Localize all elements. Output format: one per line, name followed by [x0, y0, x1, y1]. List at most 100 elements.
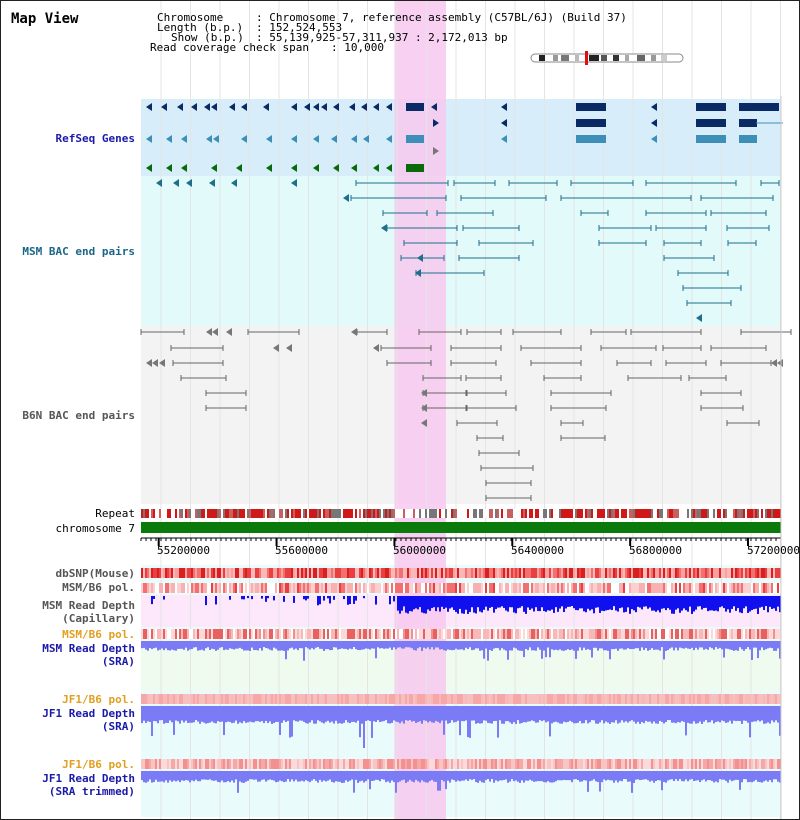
- jf1-trim-depth-bar: [763, 771, 765, 782]
- jf1-pol2-cell: [655, 759, 657, 769]
- msm-cap-depth-bar: [529, 596, 531, 610]
- msm-sra-depth-bar: [637, 641, 639, 649]
- msm-pol-cell: [311, 583, 313, 593]
- msm-sra-depth-bar: [483, 641, 485, 659]
- msm-sra-depth-bar: [211, 641, 213, 649]
- jf1-trim-depth-bar: [747, 771, 749, 783]
- repeat-segment: [513, 509, 515, 518]
- msm-cap-depth-bar: [305, 596, 307, 601]
- dbsnp-cell: [609, 568, 611, 578]
- msm-sra-depth-bar: [679, 641, 681, 648]
- jf1-pol-cell: [719, 694, 721, 704]
- msm-sra-depth-bar: [203, 641, 205, 651]
- jf1-sra-depth-bar: [707, 706, 709, 723]
- jf1-pol-cell: [559, 694, 561, 704]
- jf1-trim-depth-bar: [175, 771, 177, 782]
- page-title: Map View: [11, 11, 79, 27]
- jf1-pol-cell: [143, 694, 145, 704]
- msm-cap-depth-bar: [765, 596, 767, 607]
- dbsnp-cell: [775, 568, 777, 578]
- msm-sra-depth-bar: [429, 641, 431, 650]
- repeat-segment: [735, 509, 737, 518]
- track-label-msm-b6-pol-1[interactable]: MSM/B6 pol.: [62, 581, 135, 594]
- msm-sra-depth-bar: [341, 641, 343, 649]
- dbsnp-cell: [673, 568, 675, 578]
- msm-cap-depth-bar: [515, 596, 517, 614]
- track-label-refseq-genes[interactable]: RefSeq Genes: [55, 132, 135, 145]
- track-label-dbsnp[interactable]: dbSNP(Mouse): [55, 567, 135, 580]
- track-label-msm-b6-pol-2[interactable]: MSM/B6 pol.: [62, 628, 135, 641]
- msm-cap-depth-bar: [407, 596, 409, 614]
- jf1-sra-depth-bar: [333, 706, 335, 724]
- msm-cap-depth-bar: [265, 596, 267, 602]
- track-label-msm-read-depth-sra[interactable]: MSM Read Depth: [42, 642, 135, 655]
- dbsnp-cell: [345, 568, 347, 578]
- msm-pol2-cell: [241, 629, 243, 639]
- repeat-segment: [403, 509, 405, 518]
- gene-arrow: [313, 103, 319, 111]
- jf1-pol2-cell: [409, 759, 411, 769]
- jf1-trim-depth-bar: [187, 771, 189, 781]
- jf1-trim-depth-bar: [321, 771, 323, 782]
- jf1-pol2-cell: [741, 759, 743, 769]
- msm-cap-depth-bar: [153, 596, 155, 599]
- jf1-sra-depth-bar: [565, 706, 567, 723]
- repeat-segment: [701, 509, 703, 518]
- msm-pol-cell: [633, 583, 635, 593]
- msm-pol2-cell: [211, 629, 213, 639]
- dbsnp-cell: [515, 568, 517, 578]
- repeat-segment: [555, 509, 557, 518]
- jf1-trim-depth-bar: [473, 771, 475, 780]
- track-label-b6n-bac[interactable]: B6N BAC end pairs: [22, 409, 135, 422]
- msm-sra-depth-bar: [537, 641, 539, 648]
- track-label-msm-bac[interactable]: MSM BAC end pairs: [22, 245, 135, 258]
- jf1-pol-cell: [727, 694, 729, 704]
- jf1-trim-depth-bar: [405, 771, 407, 783]
- track-label-msm-read-depth-cap[interactable]: MSM Read Depth: [42, 599, 135, 612]
- gene-arrow: [333, 164, 339, 172]
- msm-pol2-cell: [415, 629, 417, 639]
- msm-cap-depth-bar: [547, 596, 549, 611]
- jf1-pol-cell: [685, 694, 687, 704]
- msm-pol2-cell: [497, 629, 499, 639]
- msm-sra-depth-bar: [459, 641, 461, 650]
- dbsnp-cell: [725, 568, 727, 578]
- b6n-bac-arrow: [351, 328, 357, 336]
- msm-cap-depth-bar: [741, 596, 743, 614]
- msm-cap-depth-bar: [507, 596, 509, 612]
- jf1-pol-cell: [773, 694, 775, 704]
- repeat-segment: [387, 509, 389, 518]
- msm-pol2-cell: [519, 629, 521, 639]
- msm-sra-depth-bar: [339, 641, 341, 650]
- msm-sra-depth-bar: [491, 641, 493, 651]
- track-label-jf1-b6-pol-1[interactable]: JF1/B6 pol.: [62, 693, 135, 706]
- msm-cap-depth-bar: [415, 596, 417, 609]
- track-label-jf1-read-depth-sra-sub: (SRA): [101, 720, 135, 733]
- jf1-sra-depth-bar: [703, 706, 705, 722]
- gene-arrow: [291, 164, 297, 172]
- jf1-sra-depth-bar: [325, 706, 327, 722]
- repeat-segment: [607, 509, 609, 518]
- jf1-trim-depth-bar: [529, 771, 531, 780]
- jf1-pol2-cell: [231, 759, 233, 769]
- msm-sra-depth-bar: [527, 641, 529, 651]
- track-label-jf1-b6-pol-2[interactable]: JF1/B6 pol.: [62, 758, 135, 771]
- jf1-trim-depth-bar: [245, 771, 247, 782]
- msm-sra-depth-bar: [277, 641, 279, 651]
- repeat-segment: [653, 509, 655, 518]
- msm-pol-cell: [721, 583, 723, 593]
- jf1-pol2-cell: [171, 759, 173, 769]
- track-label-jf1-read-depth-trim[interactable]: JF1 Read Depth: [42, 772, 135, 785]
- jf1-pol-cell: [473, 694, 475, 704]
- dbsnp-cell: [247, 568, 249, 578]
- msm-pol2-cell: [615, 629, 617, 639]
- msm-cap-depth-bar: [595, 596, 597, 608]
- msm-sra-depth-bar: [647, 641, 649, 651]
- dbsnp-cell: [321, 568, 323, 578]
- dbsnp-cell: [779, 568, 781, 578]
- gene-arrow: [229, 103, 235, 111]
- msm-cap-depth-bar: [623, 596, 625, 613]
- jf1-trim-depth-bar: [527, 771, 529, 781]
- track-label-jf1-read-depth-sra[interactable]: JF1 Read Depth: [42, 707, 135, 720]
- msm-pol2-cell: [493, 629, 495, 639]
